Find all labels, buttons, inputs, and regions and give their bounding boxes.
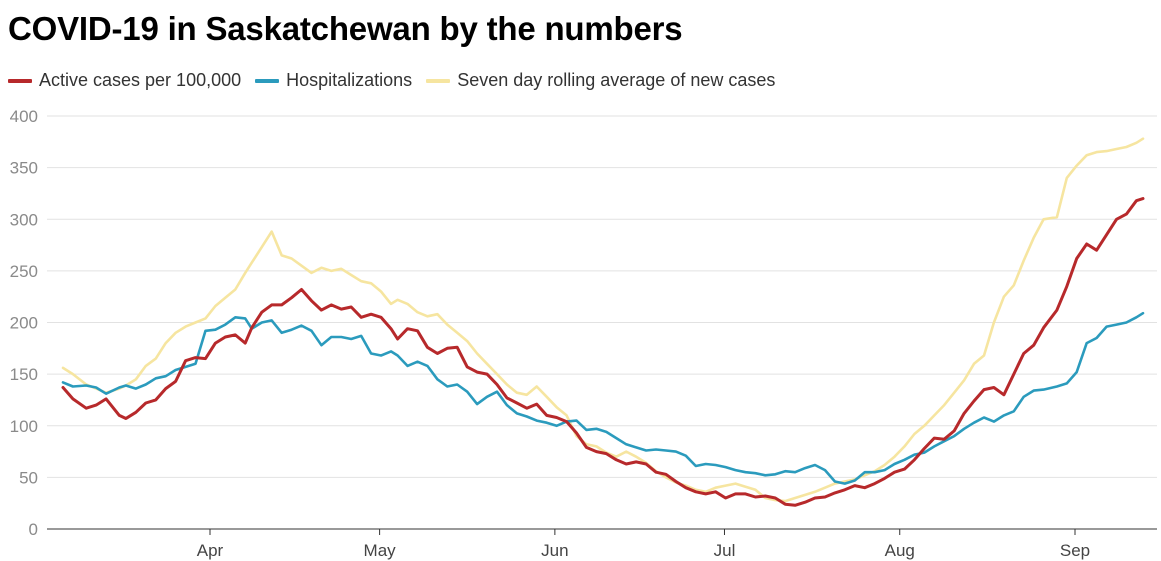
x-tick-label-aug: Aug [885, 541, 915, 560]
legend-label-active-cases: Active cases per 100,000 [39, 70, 242, 90]
legend-item-active-cases: Active cases per 100,000 [8, 70, 241, 91]
y-tick-label-350: 350 [10, 159, 38, 178]
legend-swatch-active-cases [8, 78, 32, 83]
legend-swatch-rolling-average [426, 78, 451, 83]
y-tick-label-150: 150 [10, 365, 38, 384]
legend-swatch-hospitalizations [255, 78, 280, 83]
chart-legend: Active cases per 100,000 Hospitalization… [8, 70, 789, 91]
y-tick-label-300: 300 [10, 210, 38, 229]
x-tick-label-may: May [364, 541, 397, 560]
y-tick-label-400: 400 [10, 107, 38, 126]
x-tick-label-jul: Jul [714, 541, 736, 560]
y-tick-label-50: 50 [19, 468, 38, 487]
y-tick-label-100: 100 [10, 417, 38, 436]
legend-label-hospitalizations: Hospitalizations [286, 70, 413, 90]
series-line-active-cases [61, 197, 1145, 507]
y-tick-label-0: 0 [29, 520, 38, 539]
y-tick-label-250: 250 [10, 262, 38, 281]
legend-item-hospitalizations: Hospitalizations [255, 70, 412, 91]
x-tick-label-jun: Jun [541, 541, 568, 560]
series-line-hospitalizations [61, 311, 1145, 485]
x-tick-label-apr: Apr [197, 541, 224, 560]
legend-item-rolling-average: Seven day rolling average of new cases [426, 70, 775, 91]
x-tick-label-sep: Sep [1060, 541, 1090, 560]
legend-label-rolling-average: Seven day rolling average of new cases [457, 70, 776, 90]
y-tick-label-200: 200 [10, 314, 38, 333]
series-line-rolling-average [61, 137, 1145, 503]
chart-title: COVID-19 in Saskatchewan by the numbers [8, 10, 683, 47]
